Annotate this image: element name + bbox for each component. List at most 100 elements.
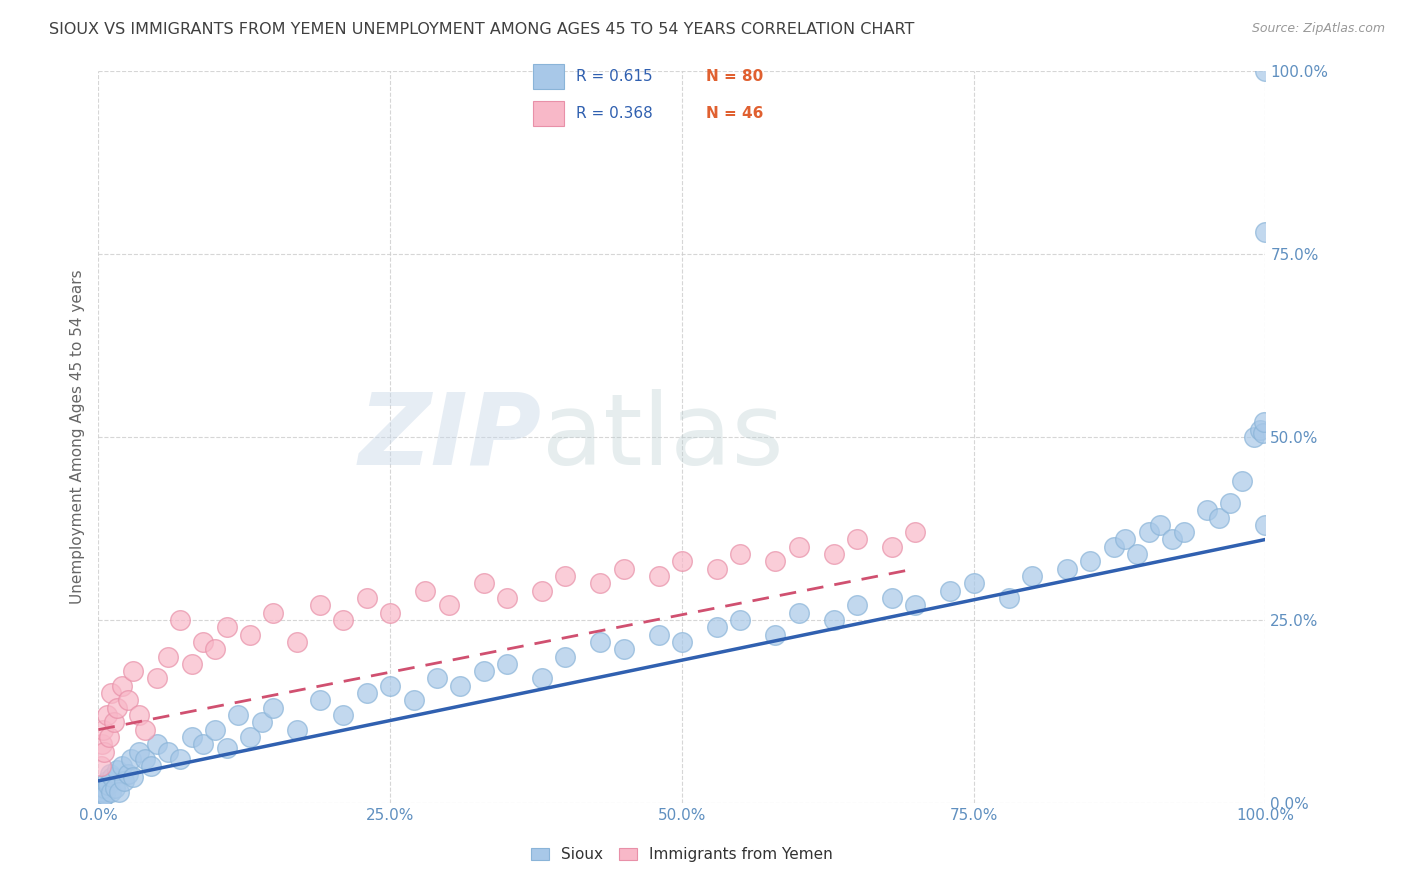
- Text: N = 46: N = 46: [706, 106, 763, 121]
- Point: [904, 525, 927, 540]
- Point: [146, 737, 169, 751]
- Point: [101, 770, 124, 784]
- Point: [93, 781, 115, 796]
- Point: [262, 700, 284, 714]
- Point: [91, 723, 114, 737]
- Point: [846, 533, 869, 547]
- Y-axis label: Unemployment Among Ages 45 to 54 years: Unemployment Among Ages 45 to 54 years: [69, 269, 84, 605]
- Point: [215, 740, 238, 755]
- Point: [647, 627, 669, 641]
- Point: [612, 642, 634, 657]
- Point: [112, 773, 135, 788]
- Point: [554, 569, 576, 583]
- Point: [111, 679, 134, 693]
- Point: [846, 599, 869, 613]
- Point: [787, 540, 810, 554]
- Point: [250, 715, 273, 730]
- Point: [100, 785, 122, 799]
- Point: [1021, 569, 1043, 583]
- Text: R = 0.615: R = 0.615: [576, 69, 652, 84]
- Point: [496, 591, 519, 605]
- Point: [671, 554, 693, 568]
- Point: [823, 613, 845, 627]
- Point: [90, 759, 112, 773]
- Point: [90, 737, 112, 751]
- Point: [1243, 430, 1265, 444]
- Point: [730, 547, 752, 561]
- Point: [332, 708, 354, 723]
- Text: SIOUX VS IMMIGRANTS FROM YEMEN UNEMPLOYMENT AMONG AGES 45 TO 54 YEARS CORRELATIO: SIOUX VS IMMIGRANTS FROM YEMEN UNEMPLOYM…: [49, 22, 914, 37]
- Point: [93, 745, 115, 759]
- Point: [904, 599, 927, 613]
- Point: [1173, 525, 1195, 540]
- Point: [530, 583, 553, 598]
- Text: N = 80: N = 80: [706, 69, 763, 84]
- Point: [180, 730, 202, 744]
- Point: [1251, 426, 1274, 441]
- Point: [117, 766, 139, 780]
- Point: [1126, 547, 1149, 561]
- Point: [111, 759, 134, 773]
- Point: [554, 649, 576, 664]
- Point: [437, 599, 460, 613]
- Point: [146, 672, 169, 686]
- Point: [100, 686, 122, 700]
- Point: [1137, 525, 1160, 540]
- Point: [215, 620, 238, 634]
- Point: [332, 613, 354, 627]
- Point: [997, 591, 1019, 605]
- Point: [612, 562, 634, 576]
- Point: [589, 576, 612, 591]
- Point: [706, 620, 728, 634]
- Bar: [533, 101, 564, 127]
- Point: [671, 635, 693, 649]
- Point: [193, 635, 215, 649]
- Point: [204, 723, 226, 737]
- Point: [472, 576, 495, 591]
- Point: [1254, 64, 1277, 78]
- Point: [380, 679, 402, 693]
- Point: [449, 679, 471, 693]
- Point: [472, 664, 495, 678]
- Point: [228, 708, 250, 723]
- Point: [120, 752, 142, 766]
- Point: [880, 540, 903, 554]
- Point: [1254, 225, 1277, 239]
- Point: [426, 672, 449, 686]
- Point: [1056, 562, 1078, 576]
- Point: [1102, 540, 1125, 554]
- Point: [285, 723, 308, 737]
- Point: [356, 591, 378, 605]
- Point: [1114, 533, 1136, 547]
- Point: [1230, 474, 1253, 488]
- Point: [402, 693, 425, 707]
- Text: ZIP: ZIP: [359, 389, 541, 485]
- Point: [105, 700, 128, 714]
- Point: [180, 657, 202, 671]
- Point: [169, 613, 191, 627]
- Point: [763, 554, 786, 568]
- Point: [139, 759, 162, 773]
- Point: [1149, 517, 1171, 532]
- Point: [103, 715, 125, 730]
- Point: [962, 576, 984, 591]
- Point: [763, 627, 786, 641]
- Text: Source: ZipAtlas.com: Source: ZipAtlas.com: [1251, 22, 1385, 36]
- Point: [1080, 554, 1102, 568]
- Point: [380, 606, 402, 620]
- Point: [96, 708, 118, 723]
- Point: [90, 792, 112, 806]
- Point: [239, 627, 262, 641]
- Text: atlas: atlas: [541, 389, 783, 485]
- Point: [169, 752, 191, 766]
- Point: [134, 752, 156, 766]
- Point: [880, 591, 903, 605]
- Point: [787, 606, 810, 620]
- Point: [413, 583, 436, 598]
- Point: [97, 778, 120, 792]
- Point: [1208, 510, 1230, 524]
- Point: [309, 599, 332, 613]
- Point: [730, 613, 752, 627]
- Point: [285, 635, 308, 649]
- Point: [91, 785, 114, 799]
